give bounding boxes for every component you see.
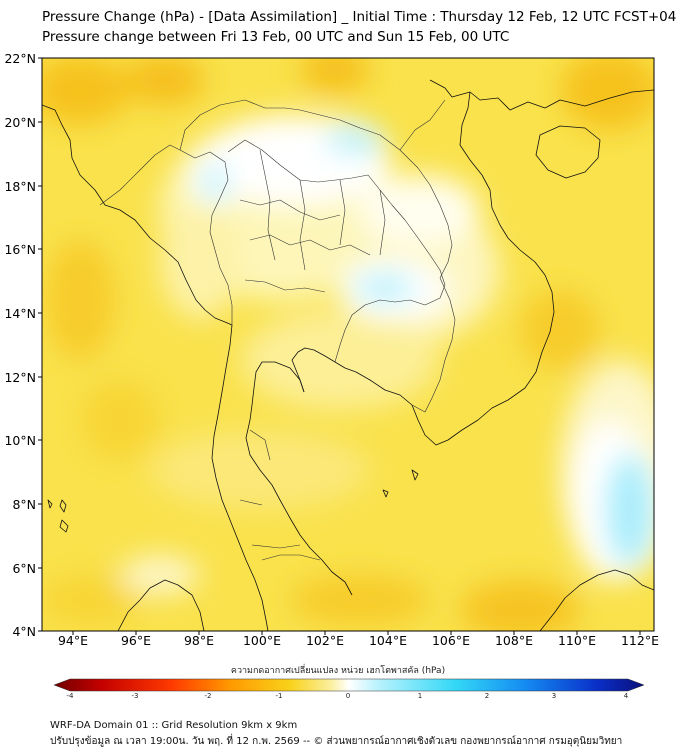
lat-tick: 22°N	[4, 51, 36, 66]
lon-tick: 98°E	[183, 633, 215, 648]
lat-tick: 14°N	[4, 306, 36, 321]
lon-tick: 112°E	[620, 633, 659, 648]
map-title: Pressure Change (hPa) - [Data Assimilati…	[42, 9, 676, 25]
lat-tick: 16°N	[4, 242, 36, 257]
model-info: WRF-DA Domain 01 :: Grid Resolution 9km …	[50, 720, 298, 731]
lat-tick: 10°N	[4, 433, 36, 448]
colorbar-tick: -2	[204, 692, 212, 700]
colorbar	[53, 678, 645, 692]
lat-tick: 8°N	[12, 497, 36, 512]
credit-line: ปรับปรุงข้อมูล ณ เวลา 19:00น. วัน พฤ. ที…	[50, 736, 623, 747]
lat-tick: 20°N	[4, 115, 36, 130]
lon-tick: 104°E	[368, 633, 407, 648]
map-subtitle: Pressure change between Fri 13 Feb, 00 U…	[42, 29, 510, 45]
lon-tick: 102°E	[305, 633, 344, 648]
map-frame	[41, 57, 655, 632]
colorbar-tick: 4	[623, 692, 629, 700]
colorbar-tick: 3	[551, 692, 557, 700]
lon-tick: 94°E	[57, 633, 89, 648]
colorbar-tick: 2	[484, 692, 490, 700]
lon-tick: 100°E	[242, 633, 281, 648]
lat-tick: 6°N	[12, 561, 36, 576]
colorbar-tick: 0	[345, 692, 351, 700]
colorbar-tick: 1	[417, 692, 423, 700]
colorbar-tick: -1	[275, 692, 283, 700]
colorbar-tick: -4	[66, 692, 74, 700]
lon-tick: 96°E	[120, 633, 152, 648]
pressure-field	[42, 58, 654, 631]
colorbar-tick: -3	[131, 692, 139, 700]
colorbar-label: ความกดอากาศเปลี่ยนแปลง หน่วย เฮกโตพาสคัล…	[230, 666, 446, 676]
axis-ticks	[38, 57, 641, 635]
lat-tick: 4°N	[12, 624, 36, 639]
lat-tick: 12°N	[4, 370, 36, 385]
lon-tick: 108°E	[494, 633, 533, 648]
lon-tick: 106°E	[431, 633, 470, 648]
lon-tick: 110°E	[557, 633, 596, 648]
country-borders	[99, 99, 456, 561]
coastlines	[42, 79, 654, 631]
lat-tick: 18°N	[4, 179, 36, 194]
